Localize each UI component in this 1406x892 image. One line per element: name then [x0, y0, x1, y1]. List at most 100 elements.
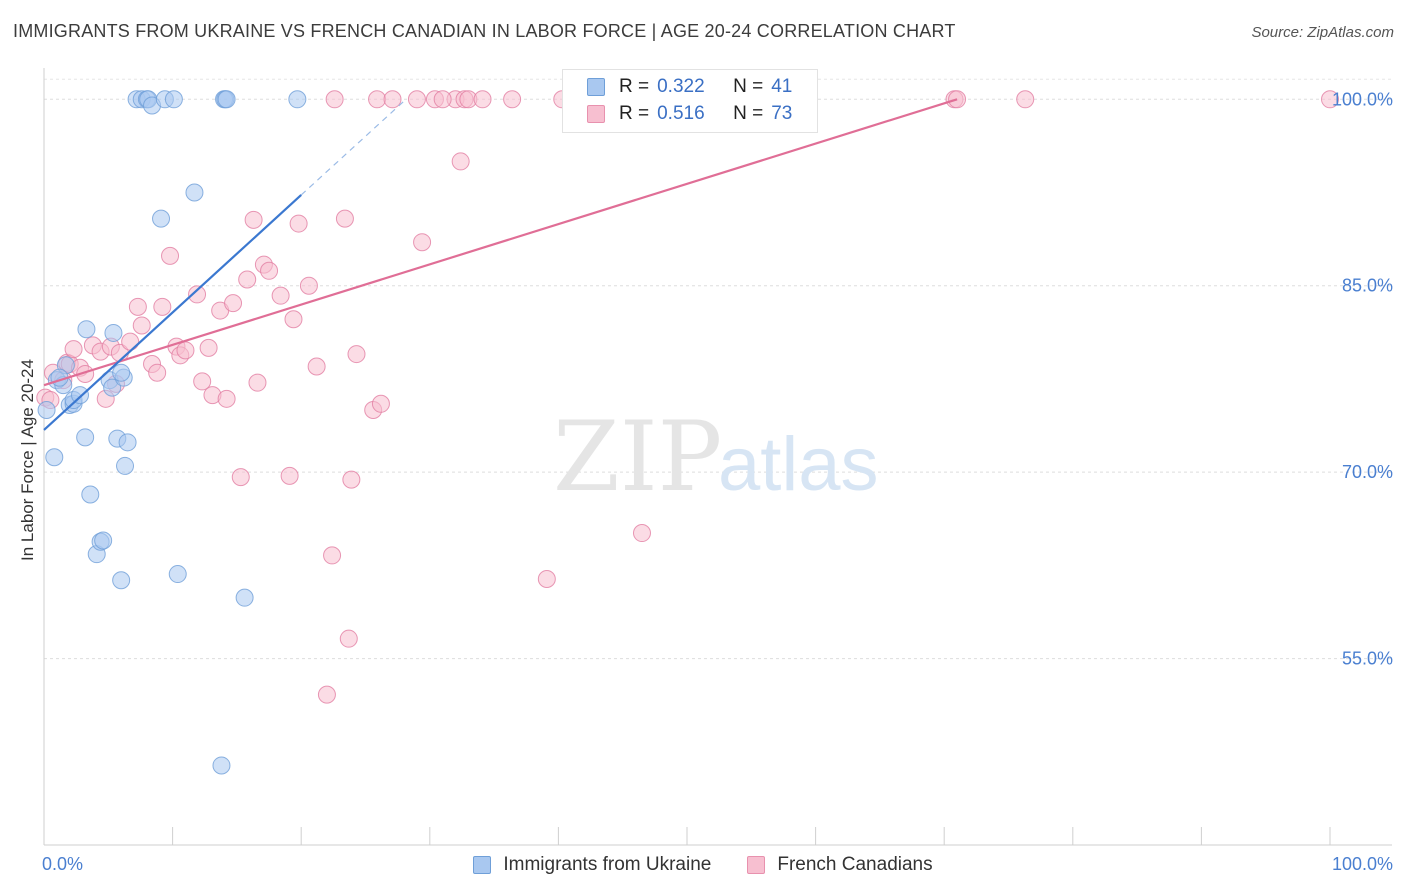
point-ukraine [37, 401, 56, 419]
point-french-canadian [323, 546, 342, 565]
axes [43, 68, 1392, 846]
point-ukraine [76, 428, 95, 447]
point-french-canadian [132, 316, 151, 335]
point-ukraine [77, 320, 96, 339]
point-ukraine [81, 485, 100, 504]
point-french-canadian [413, 233, 432, 252]
trend-extension-ukraine [300, 100, 405, 196]
trend-line-french-canadians [43, 98, 958, 387]
chart-title: IMMIGRANTS FROM UKRAINE VS FRENCH CANADI… [13, 21, 956, 41]
point-french-canadian [128, 297, 147, 316]
bottom-legend-swatch-ukraine [473, 856, 492, 874]
point-french-canadian [244, 210, 263, 229]
trend-lines [43, 98, 958, 431]
point-french-canadian [238, 270, 257, 289]
x-tick-label: 100.0% [1332, 854, 1393, 874]
bottom-legend-french-canadians[interactable]: French Canadians [747, 854, 933, 876]
legend-box: R = 0.322 N = 41 R = 0.516 N = 73 [562, 69, 818, 133]
point-french-canadian [632, 524, 651, 543]
point-french-canadian [199, 338, 218, 357]
point-ukraine [288, 90, 307, 109]
point-french-canadian [407, 90, 426, 109]
point-ukraine [118, 433, 137, 452]
point-french-canadian [161, 246, 180, 265]
point-ukraine [235, 588, 254, 607]
legend-n-label: N = [733, 76, 764, 97]
legend-row-french-canadians: R = 0.516 N = 73 [587, 102, 792, 126]
bottom-legend: Immigrants from Ukraine French Canadians [0, 852, 1406, 878]
point-french-canadian [148, 363, 167, 382]
point-french-canadian [433, 90, 452, 109]
y-tick-label: 100.0% [1332, 89, 1393, 109]
point-french-canadian [153, 297, 172, 316]
point-french-canadian [307, 357, 326, 376]
point-ukraine [164, 90, 183, 109]
point-ukraine [71, 386, 90, 405]
point-ukraine [94, 531, 113, 550]
point-ukraine [217, 90, 236, 109]
point-french-canadian [231, 468, 250, 487]
point-french-canadian [473, 90, 492, 109]
bottom-legend-swatch-french-canadians [747, 856, 766, 874]
legend-r-value: 0.516 [657, 103, 705, 124]
point-french-canadian [1321, 90, 1339, 109]
point-french-canadian [1016, 90, 1035, 109]
point-ukraine [112, 571, 131, 590]
point-ukraine [212, 756, 231, 775]
point-french-canadian [537, 570, 556, 589]
point-french-canadian [260, 261, 279, 280]
point-french-canadian [271, 286, 290, 305]
bottom-legend-ukraine[interactable]: Immigrants from Ukraine [473, 854, 711, 876]
y-tick-label: 70.0% [1342, 462, 1393, 482]
point-french-canadian [284, 310, 303, 329]
point-french-canadian [289, 214, 308, 233]
point-ukraine [185, 183, 204, 202]
gridlines [44, 78, 1392, 660]
point-ukraine [168, 565, 187, 584]
point-french-canadian [121, 332, 140, 351]
point-ukraine [104, 323, 123, 342]
point-french-canadian [299, 276, 318, 295]
point-french-canadian [503, 90, 522, 109]
tick-labels: 55.0% 70.0% 85.0% 100.0% 0.0% 100.0% [42, 89, 1393, 874]
bottom-legend-label-ukraine: Immigrants from Ukraine [503, 854, 712, 875]
trend-line-ukraine [43, 194, 302, 431]
watermark: ZIP atlas [553, 401, 879, 513]
point-ukraine [103, 378, 122, 397]
legend-n-value: 41 [771, 76, 793, 97]
legend-swatch-french-canadians [587, 105, 605, 123]
watermark-zip: ZIP [553, 401, 722, 513]
point-french-canadian [325, 90, 344, 109]
y-tick-label: 85.0% [1342, 276, 1393, 296]
point-french-canadian [371, 394, 390, 413]
point-french-canadian [317, 685, 336, 704]
legend-swatch-ukraine [587, 78, 605, 96]
point-french-canadian [193, 372, 212, 391]
y-tick-label: 55.0% [1342, 649, 1393, 669]
y-axis-label: In Labor Force | Age 20-24 [18, 359, 37, 561]
point-ukraine [116, 456, 135, 475]
point-ukraine [45, 448, 64, 467]
point-french-canadian [339, 629, 358, 648]
point-french-canadian [451, 152, 470, 171]
point-french-canadian [383, 90, 402, 109]
source-label: Source: ZipAtlas.com [1251, 24, 1394, 41]
legend-r-label: R = [619, 103, 650, 124]
x-tick-label: 0.0% [42, 854, 83, 874]
point-french-canadian [248, 373, 267, 392]
point-french-canadian [335, 209, 354, 228]
data-points [36, 90, 1339, 775]
legend-r-label: R = [619, 76, 650, 97]
legend-n-value: 73 [771, 103, 793, 124]
point-french-canadian [342, 470, 361, 489]
point-ukraine [152, 209, 171, 228]
point-french-canadian [64, 340, 83, 359]
point-french-canadian [176, 341, 195, 360]
point-french-canadian [347, 345, 366, 364]
legend-n-label: N = [733, 103, 764, 124]
legend-row-ukraine: R = 0.322 N = 41 [587, 75, 792, 99]
legend-r-value: 0.322 [657, 76, 705, 97]
point-french-canadian [368, 90, 387, 109]
point-french-canadian [224, 294, 243, 313]
